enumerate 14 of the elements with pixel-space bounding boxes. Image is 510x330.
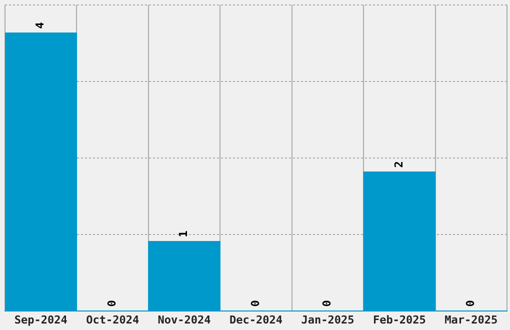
data-label: 0 <box>320 300 334 307</box>
data-label: 4 <box>34 22 47 29</box>
x-tick-label: Feb-2025 <box>372 313 426 326</box>
x-tick-label: Mar-2025 <box>444 313 498 326</box>
x-tick-label: Nov-2024 <box>158 313 212 326</box>
x-tick-label: Jan-2025 <box>301 313 354 326</box>
data-label: 2 <box>392 161 406 168</box>
x-tick-label: Oct-2024 <box>86 313 140 326</box>
data-label: 0 <box>105 300 118 307</box>
data-label: 1 <box>177 230 190 238</box>
x-tick-label: Dec-2024 <box>230 313 283 326</box>
data-label: 0 <box>464 300 477 307</box>
x-tick-label: Sep-2024 <box>14 313 68 326</box>
data-label: 0 <box>248 300 262 307</box>
